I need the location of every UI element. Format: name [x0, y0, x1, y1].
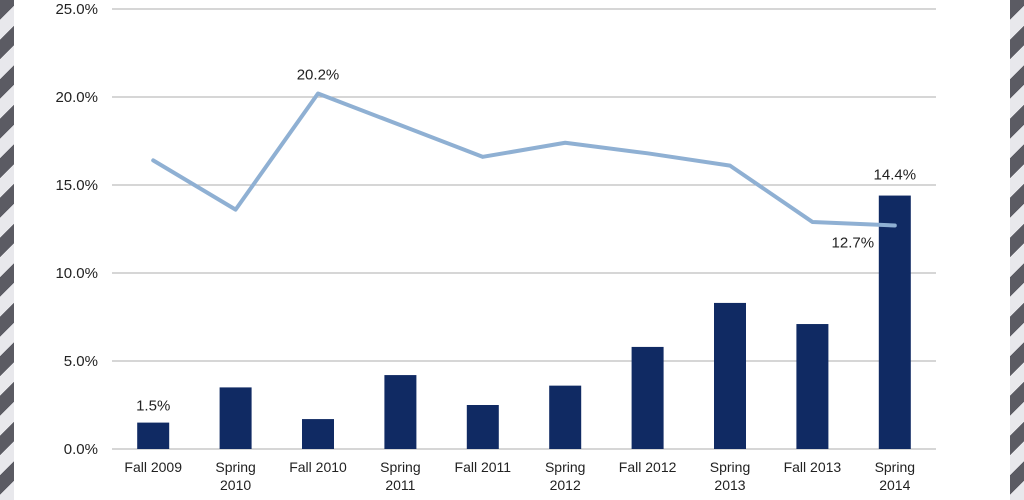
- bar: [549, 385, 582, 449]
- left-decorative-border: [0, 0, 14, 500]
- x-tick-label: Fall 2011: [455, 459, 512, 475]
- bar: [466, 405, 499, 449]
- data-label: 1.5%: [136, 398, 170, 415]
- x-tick-label: Fall 2012: [619, 459, 677, 475]
- x-tick-label: Spring 2011: [380, 459, 420, 493]
- right-decorative-border: [1010, 0, 1024, 500]
- y-tick-label: 20.0%: [55, 89, 98, 106]
- x-tick-label: Spring 2013: [710, 459, 750, 493]
- y-tick-label: 5.0%: [64, 353, 98, 370]
- bar: [384, 375, 417, 449]
- data-label: 14.4%: [874, 167, 917, 184]
- y-tick-label: 25.0%: [55, 1, 98, 18]
- line-series: [151, 91, 897, 228]
- y-tick-label: 15.0%: [55, 177, 98, 194]
- x-tick-label: Fall 2010: [289, 459, 347, 475]
- y-tick-label: 0.0%: [64, 441, 98, 458]
- bar: [137, 422, 170, 449]
- y-tick-label: 10.0%: [55, 265, 98, 282]
- bar: [878, 195, 911, 449]
- x-tick-label: Spring 2012: [545, 459, 585, 493]
- x-tick-label: Fall 2009: [124, 459, 182, 475]
- bar: [631, 346, 664, 449]
- bar: [714, 302, 746, 449]
- x-tick-label: Spring 2010: [215, 459, 255, 493]
- x-tick-label: Fall 2013: [784, 459, 842, 475]
- bar: [796, 324, 829, 449]
- bar: [219, 387, 252, 449]
- data-label: 12.7%: [832, 234, 875, 251]
- x-tick-label: Spring 2014: [875, 459, 915, 493]
- bar: [302, 419, 334, 449]
- data-label: 20.2%: [297, 66, 340, 83]
